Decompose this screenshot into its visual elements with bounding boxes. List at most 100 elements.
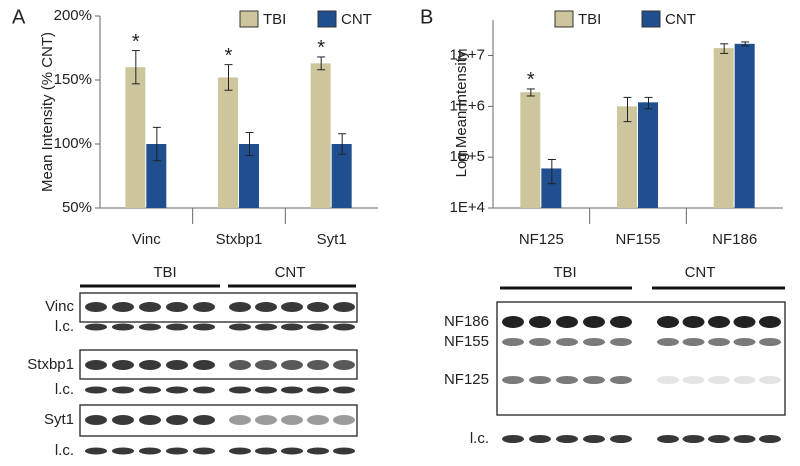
y-tick-label: 1E+5 xyxy=(450,148,485,165)
error-bar xyxy=(547,159,556,185)
row-label: l.c. xyxy=(55,318,74,335)
band xyxy=(708,338,730,346)
band xyxy=(229,447,251,455)
error-bar xyxy=(741,41,750,47)
band xyxy=(193,360,215,370)
band xyxy=(733,338,756,346)
row-label: Stxbp1 xyxy=(27,356,74,373)
band xyxy=(708,316,730,328)
band xyxy=(193,415,215,425)
panel-label: B xyxy=(420,6,433,28)
bar xyxy=(734,43,755,209)
y-tick-label: 150% xyxy=(54,71,92,88)
x-tick-label: NF125 xyxy=(519,231,564,248)
band xyxy=(85,415,107,425)
legend-swatch xyxy=(317,10,337,28)
band xyxy=(166,360,188,370)
bar xyxy=(617,106,637,208)
band xyxy=(112,323,134,331)
legend-label: CNT xyxy=(665,11,696,28)
band xyxy=(610,316,632,328)
band xyxy=(112,302,134,312)
band xyxy=(333,360,355,370)
y-axis-label: Mean Intensity (% CNT) xyxy=(39,32,56,192)
band xyxy=(657,316,679,328)
error-bar xyxy=(338,133,347,155)
band xyxy=(112,415,134,425)
error-bar xyxy=(623,96,632,123)
band-label: NF125 xyxy=(444,371,489,388)
row-label: l.c. xyxy=(55,442,74,459)
bar xyxy=(520,92,541,208)
row-label: l.c. xyxy=(55,381,74,398)
band xyxy=(193,323,215,331)
band xyxy=(333,447,355,455)
band xyxy=(166,415,188,425)
band xyxy=(657,376,679,384)
band xyxy=(583,435,605,443)
bar xyxy=(310,63,331,208)
blot-box xyxy=(79,292,358,323)
band xyxy=(610,376,632,384)
bar xyxy=(713,48,734,208)
band xyxy=(583,338,605,346)
band xyxy=(112,386,134,394)
band xyxy=(112,447,134,455)
y-tick-label: 1E+6 xyxy=(450,97,485,114)
band xyxy=(139,360,161,370)
band xyxy=(502,338,524,346)
legend-label: CNT xyxy=(341,11,372,28)
band xyxy=(682,376,705,384)
x-tick-label: Syt1 xyxy=(317,231,347,248)
band xyxy=(139,415,161,425)
error-bar xyxy=(152,126,161,162)
band xyxy=(307,447,329,455)
panel-label: A xyxy=(12,6,26,28)
bar xyxy=(331,144,352,208)
band xyxy=(610,435,632,443)
band xyxy=(139,386,161,394)
band xyxy=(112,360,134,370)
band xyxy=(556,316,578,328)
band xyxy=(255,323,277,331)
band xyxy=(229,386,251,394)
error-bar xyxy=(720,43,729,54)
error-bar xyxy=(317,56,326,71)
band xyxy=(281,415,303,425)
legend-label: TBI xyxy=(578,11,601,28)
bar xyxy=(125,67,146,208)
significance-marker: * xyxy=(527,69,535,91)
band xyxy=(682,435,705,443)
band xyxy=(255,302,277,312)
band xyxy=(139,447,161,455)
band xyxy=(166,447,188,455)
band xyxy=(229,302,251,312)
band xyxy=(556,376,578,384)
band xyxy=(733,376,756,384)
band xyxy=(193,386,215,394)
band xyxy=(502,316,524,328)
band xyxy=(759,316,781,328)
legend-label: TBI xyxy=(263,11,286,28)
x-tick-label: Vinc xyxy=(132,231,161,248)
band xyxy=(281,302,303,312)
band xyxy=(529,435,551,443)
x-tick-label: Stxbp1 xyxy=(216,231,263,248)
band xyxy=(610,338,632,346)
band-label: NF186 xyxy=(444,313,489,330)
band xyxy=(333,415,355,425)
band xyxy=(759,338,781,346)
band xyxy=(529,338,551,346)
y-tick-label: 1E+4 xyxy=(450,199,485,216)
band xyxy=(657,338,679,346)
row-label: Vinc xyxy=(45,298,74,315)
band xyxy=(708,376,730,384)
blot-box xyxy=(79,404,358,437)
error-bar xyxy=(526,88,535,97)
band xyxy=(281,360,303,370)
band xyxy=(229,323,251,331)
band xyxy=(193,447,215,455)
band xyxy=(85,323,107,331)
y-tick-label: 200% xyxy=(54,7,92,24)
